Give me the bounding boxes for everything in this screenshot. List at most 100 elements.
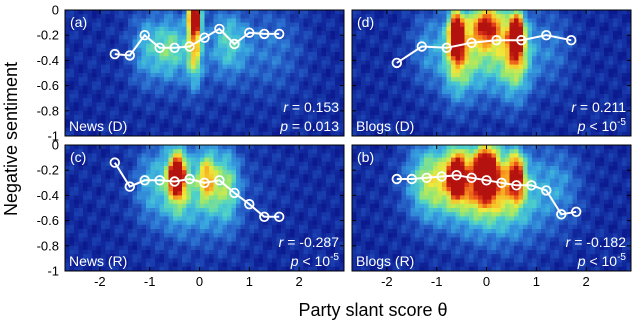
heat-cell xyxy=(254,127,260,133)
heat-cell xyxy=(321,81,327,87)
heat-cell xyxy=(303,85,309,91)
heat-cell xyxy=(613,14,619,19)
heat-cell xyxy=(550,39,556,45)
heat-cell xyxy=(518,14,524,19)
heat-cell xyxy=(509,10,515,15)
heat-cell xyxy=(132,60,138,66)
heat-cell xyxy=(195,77,201,82)
heat-cell xyxy=(581,26,587,32)
heat-cell xyxy=(308,60,314,66)
heat-cell xyxy=(164,110,170,116)
heat-cell xyxy=(577,81,583,87)
heat-cell xyxy=(518,119,524,124)
heat-cell xyxy=(379,22,385,28)
heat-cell xyxy=(482,89,488,95)
heat-cell xyxy=(96,212,102,217)
heat-cell xyxy=(114,35,120,40)
heat-cell xyxy=(581,52,587,57)
heat-cell xyxy=(599,22,605,28)
heat-cell xyxy=(599,115,605,120)
heat-cell xyxy=(563,64,569,70)
heat-cell xyxy=(321,203,327,209)
heat-cell xyxy=(326,85,332,91)
heat-cell xyxy=(173,18,179,24)
heat-cell xyxy=(308,119,314,124)
heat-cell xyxy=(622,102,628,108)
heat-cell xyxy=(299,216,305,222)
heat-cell xyxy=(137,56,143,61)
heat-cell xyxy=(356,85,362,91)
heat-cell xyxy=(96,10,102,15)
heat-cell xyxy=(69,85,75,91)
heat-cell xyxy=(137,85,143,91)
heat-cell xyxy=(173,191,179,196)
heat-cell xyxy=(272,123,278,129)
heat-cell xyxy=(428,22,434,28)
heat-cell xyxy=(572,110,578,116)
heat-cell xyxy=(370,31,376,36)
heat-cell xyxy=(505,131,511,136)
heat-cell xyxy=(365,94,371,99)
heat-cell xyxy=(509,127,515,133)
heat-cell xyxy=(78,191,84,196)
heat-cell xyxy=(137,187,143,192)
heat-cell xyxy=(114,94,120,99)
heat-cell xyxy=(379,68,385,74)
heat-cell xyxy=(299,106,305,112)
heat-cell xyxy=(281,119,287,124)
heat-cell xyxy=(204,52,210,57)
heat-cell xyxy=(613,52,619,57)
heat-cell xyxy=(321,60,327,66)
heat-cell xyxy=(374,56,380,61)
heat-cell xyxy=(460,110,466,116)
heat-cell xyxy=(496,52,502,57)
heat-cell xyxy=(514,131,520,136)
heat-cell xyxy=(415,39,421,45)
heat-cell xyxy=(128,22,134,28)
heat-cell xyxy=(186,81,192,87)
heat-cell xyxy=(92,73,98,78)
heat-cell xyxy=(617,39,623,45)
heat-cell xyxy=(186,178,192,184)
heat-cell xyxy=(312,60,318,66)
heat-cell xyxy=(326,89,332,95)
heat-cell xyxy=(267,47,273,53)
heat-cell xyxy=(622,106,628,112)
heat-cell xyxy=(245,68,251,74)
heat-cell xyxy=(442,35,448,40)
heat-cell xyxy=(155,85,161,91)
heat-cell xyxy=(299,85,305,91)
heat-cell xyxy=(137,199,143,205)
heat-cell xyxy=(482,81,488,87)
heat-cell xyxy=(308,212,314,217)
heat-cell xyxy=(281,149,287,154)
heat-cell xyxy=(361,39,367,45)
heat-cell xyxy=(78,145,84,150)
heat-cell xyxy=(272,178,278,184)
heat-cell xyxy=(392,26,398,32)
heat-cell xyxy=(433,68,439,74)
heat-cell xyxy=(464,14,470,19)
heat-cell xyxy=(65,102,71,108)
heat-cell xyxy=(123,153,129,159)
heat-cell xyxy=(218,212,224,217)
heat-cell xyxy=(227,60,233,66)
heat-cell xyxy=(514,43,520,49)
heat-cell xyxy=(272,26,278,32)
heat-cell xyxy=(595,77,601,82)
heat-cell xyxy=(550,47,556,53)
heat-cell xyxy=(536,115,542,120)
heat-cell xyxy=(195,89,201,95)
heat-cell xyxy=(509,115,515,120)
heat-cell xyxy=(433,94,439,99)
heat-cell xyxy=(141,187,147,192)
heat-cell xyxy=(473,98,479,103)
heat-cell xyxy=(119,123,125,129)
heat-cell xyxy=(276,216,282,222)
heat-cell xyxy=(236,216,242,222)
heat-cell xyxy=(317,85,323,91)
heat-cell xyxy=(285,127,291,133)
data-point xyxy=(391,57,403,69)
heat-cell xyxy=(150,43,156,49)
heat-cell xyxy=(303,174,309,180)
